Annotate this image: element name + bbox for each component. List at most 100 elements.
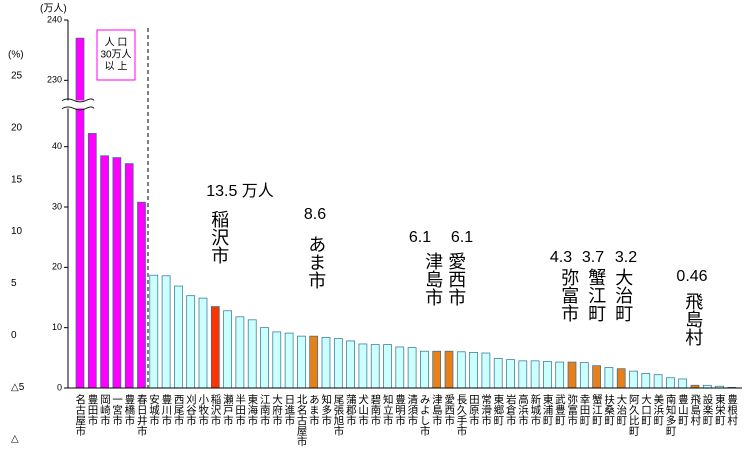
y-tick-label: 10 [52,322,62,332]
x-tick-label: 豊山町 [677,393,689,425]
bar [186,295,196,389]
x-tick-label: 蟹江町 [591,393,603,425]
bar [592,365,601,389]
x-tick-label: 安城市 [148,393,160,426]
bar [174,285,183,389]
x-tick-label: 豊田市 [87,393,99,426]
x-tick-label: 春日井市 [136,394,148,437]
bar [112,157,122,389]
x-tick-label: 瀬戸市 [222,393,234,426]
annotation-value: 6.1 [409,229,431,246]
x-tick-label: 碧南市 [369,394,381,426]
y-tick-label: 30 [52,201,62,211]
y-axis-label: (万人) [40,3,67,15]
bar [641,373,651,389]
bar [444,350,454,389]
x-tick-label: 新城市 [529,393,541,426]
bar [235,316,245,389]
x-tick-label: 犬山市 [357,393,369,426]
x-tick-label: 北名古屋市 [296,394,308,447]
x-tick-label: 武豊町 [554,393,566,425]
x-tick-label: 江南市 [259,394,271,426]
bar [481,352,491,389]
y-tick-label: 20 [52,262,62,272]
bar [469,352,478,389]
bar [161,275,171,389]
bar [75,37,85,389]
y-tick-label: 240 [47,14,62,24]
axis-break-line [61,98,95,103]
x-tick-label: 稲沢市 [210,394,222,426]
bar [616,368,626,389]
bar [358,343,368,389]
x-tick-label: 豊明市 [394,393,406,426]
group-label: 人 口 [105,37,128,49]
bar [530,360,540,389]
x-tick-label: 設楽町 [702,393,714,425]
bar [555,361,565,389]
x-tick-label: 尾張旭市 [333,394,345,437]
bar [198,297,208,389]
group-label: 以 上 [105,61,128,73]
bar [87,133,97,389]
bar [223,310,232,389]
x-tick-label: 岩倉市 [505,393,517,426]
x-tick-label: 豊川市 [160,393,172,426]
x-tick-label: 東海市 [246,393,258,426]
x-tick-label: 大府市 [271,393,283,426]
x-tick-label: 豊根村 [726,393,738,425]
y-tick-label: 230 [47,75,62,85]
x-tick-label: みよし市 [419,394,431,437]
x-tick-label: 飛島村 [689,394,701,426]
y2-tick-label: △5 [11,382,25,393]
x-tick-label: 南知多町 [665,393,677,436]
annotation-value: 4.3 [550,249,572,266]
y2-tick-label: 10 [11,226,23,237]
bar [137,201,146,389]
x-tick-label: 岡崎市 [99,394,111,426]
bar [346,340,355,389]
annotation-name: 蟹江町 [586,268,606,322]
x-tick-label: 一宮市 [111,394,123,426]
x-tick-label: 大口町 [640,393,652,425]
x-tick-label: 田原市 [468,394,480,426]
bar [432,350,442,389]
bar [370,344,380,389]
x-tick-label: 幸田町 [579,394,591,426]
y-tick-label: 0 [57,382,62,392]
x-tick-label: 半田市 [234,393,246,426]
bar [518,360,528,389]
bar [543,361,552,389]
bar [124,163,134,389]
annotation-name: 愛西市 [446,252,466,306]
annotation-name: 稲沢市 [209,210,229,264]
bar [100,155,109,389]
y2-tick-label: 20 [11,122,23,133]
bar [284,332,294,389]
group-label: 30万人 [100,49,131,61]
y2-tick-label: 0 [11,330,17,341]
x-tick-label: 阿久比町 [628,394,640,436]
x-tick-label: 東郷町 [492,393,504,425]
annotation-value: 6.1 [451,229,473,246]
bar [333,338,343,389]
annotation-name: 飛島村 [683,292,703,346]
x-tick-label: 蒲郡市 [345,393,357,426]
y2-tick-label: 5 [11,278,17,289]
bar [309,335,319,389]
x-tick-label: 豊橋市 [123,393,135,426]
annotation-value: 0.46 [676,268,707,285]
x-tick-label: 西尾市 [173,394,185,426]
y2-tick-label: 15 [11,174,23,185]
x-tick-label: 清須市 [406,393,418,426]
annotation-name: 大治町 [613,268,633,322]
x-tick-label: 東栄町 [714,393,726,425]
bar [678,378,688,389]
annotation-name: 弥富市 [559,268,579,322]
bar [456,351,466,389]
axis-break [62,100,92,109]
bar [383,344,392,389]
x-tick-label: 美浜町 [652,393,664,425]
x-tick-label: 弥富市 [566,393,578,426]
x-tick-label: 扶桑町 [603,393,615,425]
